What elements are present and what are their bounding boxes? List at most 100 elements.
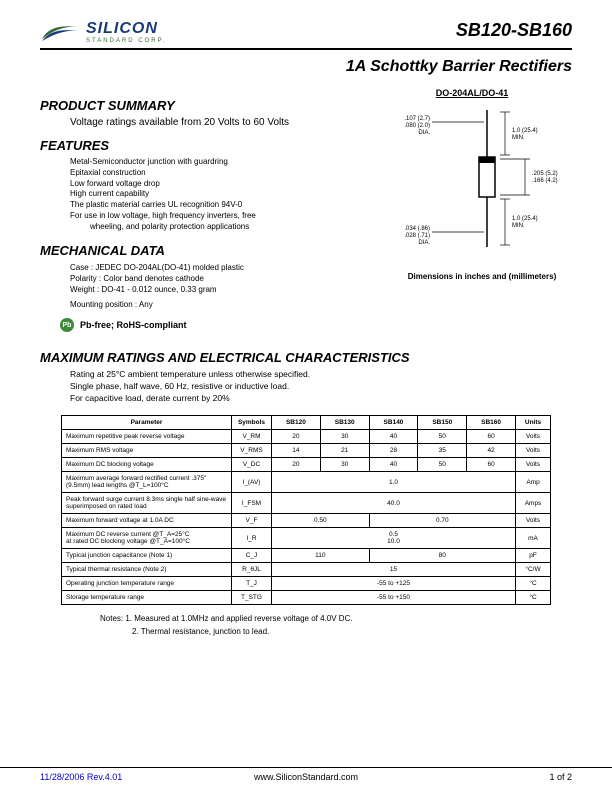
cell-unit: Amp: [516, 472, 551, 493]
features-heading: FEATURES: [40, 138, 378, 153]
col-parameter: Parameter: [62, 416, 232, 430]
feature-item: Epitaxial construction: [70, 168, 378, 179]
header-rule: [40, 48, 572, 50]
cell-unit: Volts: [516, 430, 551, 444]
ratings-intro-line: Rating at 25°C ambient temperature unles…: [70, 369, 572, 381]
package-label: DO-204AL/DO-41: [436, 88, 509, 98]
cell-value: 0.70: [369, 514, 515, 528]
dim-text: 1.0 (25.4): [512, 216, 538, 222]
cell-unit: Volts: [516, 444, 551, 458]
cell-value: 42: [467, 444, 516, 458]
col-sb140: SB140: [369, 416, 418, 430]
cell-symbol: V_F: [232, 514, 272, 528]
cell-param: Maximum average forward rectified curren…: [62, 472, 232, 493]
cell-unit: Amps: [516, 493, 551, 514]
cell-unit: °C/W: [516, 563, 551, 577]
cell-value: 35: [418, 444, 467, 458]
mechanical-heading: MECHANICAL DATA: [40, 243, 378, 258]
cell-value: 28: [369, 444, 418, 458]
cell-value: 14: [272, 444, 321, 458]
cell-value: 80: [369, 549, 515, 563]
table-row: Operating junction temperature rangeT_J-…: [62, 577, 551, 591]
features-list: Metal-Semiconductor junction with guardr…: [70, 157, 378, 233]
cell-param: Maximum DC blocking voltage: [62, 458, 232, 472]
mech-item: Mounting position : Any: [70, 299, 378, 310]
dim-text: DIA.: [418, 240, 430, 246]
col-units: Units: [516, 416, 551, 430]
summary-heading: PRODUCT SUMMARY: [40, 98, 378, 113]
cell-value: -55 to +125: [272, 577, 516, 591]
cell-value: 15: [272, 563, 516, 577]
mech-item: Case : JEDEC DO-204AL(DO-41) molded plas…: [70, 262, 378, 273]
cell-symbol: V_RM: [232, 430, 272, 444]
table-row: Storage temperature rangeT_STG-55 to +15…: [62, 591, 551, 605]
logo-sub: STANDARD CORP.: [86, 38, 166, 44]
cell-value: 0.50: [272, 514, 370, 528]
logo-swoosh-icon: [40, 21, 80, 43]
footer: 11/28/2006 Rev.4.01 www.SiliconStandard.…: [0, 767, 612, 782]
cell-value: 110: [272, 549, 370, 563]
cell-value: 60: [467, 458, 516, 472]
table-row: Maximum forward voltage at 1.0A DCV_F0.5…: [62, 514, 551, 528]
cell-symbol: I_FSM: [232, 493, 272, 514]
feature-item: Metal-Semiconductor junction with guardr…: [70, 157, 378, 168]
ratings-intro-line: Single phase, half wave, 60 Hz, resistiv…: [70, 381, 572, 393]
dim-text: MIN.: [512, 135, 525, 141]
cell-param: Maximum repetitive peak reverse voltage: [62, 430, 232, 444]
cell-unit: Volts: [516, 458, 551, 472]
cell-param: Typical junction capacitance (Note 1): [62, 549, 232, 563]
cell-value: 40.0: [272, 493, 516, 514]
col-symbols: Symbols: [232, 416, 272, 430]
ratings-heading: MAXIMUM RATINGS AND ELECTRICAL CHARACTER…: [40, 350, 572, 365]
cell-symbol: I_(AV): [232, 472, 272, 493]
cell-value: 20: [272, 430, 321, 444]
dim-text: MIN.: [512, 223, 525, 229]
cell-value: 0.5 10.0: [272, 528, 516, 549]
cell-param: Typical thermal resistance (Note 2): [62, 563, 232, 577]
table-row: Peak forward surge current 8.3ms single …: [62, 493, 551, 514]
dim-text: DIA.: [418, 130, 430, 136]
cell-param: Maximum DC reverse current @T_A=25°C at …: [62, 528, 232, 549]
table-notes: Notes: 1. Measured at 1.0MHz and applied…: [100, 613, 572, 639]
table-row: Maximum RMS voltageV_RMS1421283542Volts: [62, 444, 551, 458]
cell-symbol: V_RMS: [232, 444, 272, 458]
pbfree-text: Pb-free; RoHS-compliant: [80, 320, 187, 330]
page-title: 1A Schottky Barrier Rectifiers: [40, 58, 572, 76]
table-row: Typical thermal resistance (Note 2)R_θJL…: [62, 563, 551, 577]
feature-item: High current capability: [70, 189, 378, 200]
logo-main: SILICON: [86, 20, 166, 38]
cell-unit: Volts: [516, 514, 551, 528]
cell-param: Storage temperature range: [62, 591, 232, 605]
cell-value: 1.0: [272, 472, 516, 493]
cell-symbol: V_DC: [232, 458, 272, 472]
feature-item: For use in low voltage, high frequency i…: [70, 211, 378, 222]
feature-item: Low forward voltage drop: [70, 179, 378, 190]
cell-param: Operating junction temperature range: [62, 577, 232, 591]
logo: SILICON STANDARD CORP.: [40, 20, 166, 44]
cell-symbol: C_J: [232, 549, 272, 563]
footer-url: www.SiliconStandard.com: [254, 772, 358, 782]
dim-text: .205 (5.2): [532, 171, 558, 177]
cell-param: Maximum forward voltage at 1.0A DC: [62, 514, 232, 528]
summary-text: Voltage ratings available from 20 Volts …: [70, 117, 378, 128]
pbfree-row: Pb Pb-free; RoHS-compliant: [60, 318, 378, 332]
cell-symbol: T_STG: [232, 591, 272, 605]
cell-value: 40: [369, 430, 418, 444]
cell-value: 60: [467, 430, 516, 444]
cell-param: Peak forward surge current 8.3ms single …: [62, 493, 232, 514]
mechanical-list: Case : JEDEC DO-204AL(DO-41) molded plas…: [70, 262, 378, 311]
cell-value: 50: [418, 458, 467, 472]
col-sb150: SB150: [418, 416, 467, 430]
cell-unit: pF: [516, 549, 551, 563]
feature-item: The plastic material carries UL recognit…: [70, 200, 378, 211]
part-number: SB120-SB160: [456, 20, 572, 41]
pbfree-icon: Pb: [60, 318, 74, 332]
cell-value: 50: [418, 430, 467, 444]
table-row: Maximum DC reverse current @T_A=25°C at …: [62, 528, 551, 549]
cell-symbol: I_R: [232, 528, 272, 549]
cell-unit: °C: [516, 591, 551, 605]
mech-item: Weight : DO-41 - 0.012 ounce, 0.33 gram: [70, 284, 378, 295]
table-row: Maximum DC blocking voltageV_DC203040506…: [62, 458, 551, 472]
note-1: Notes: 1. Measured at 1.0MHz and applied…: [100, 613, 572, 626]
ratings-intro: Rating at 25°C ambient temperature unles…: [70, 369, 572, 405]
